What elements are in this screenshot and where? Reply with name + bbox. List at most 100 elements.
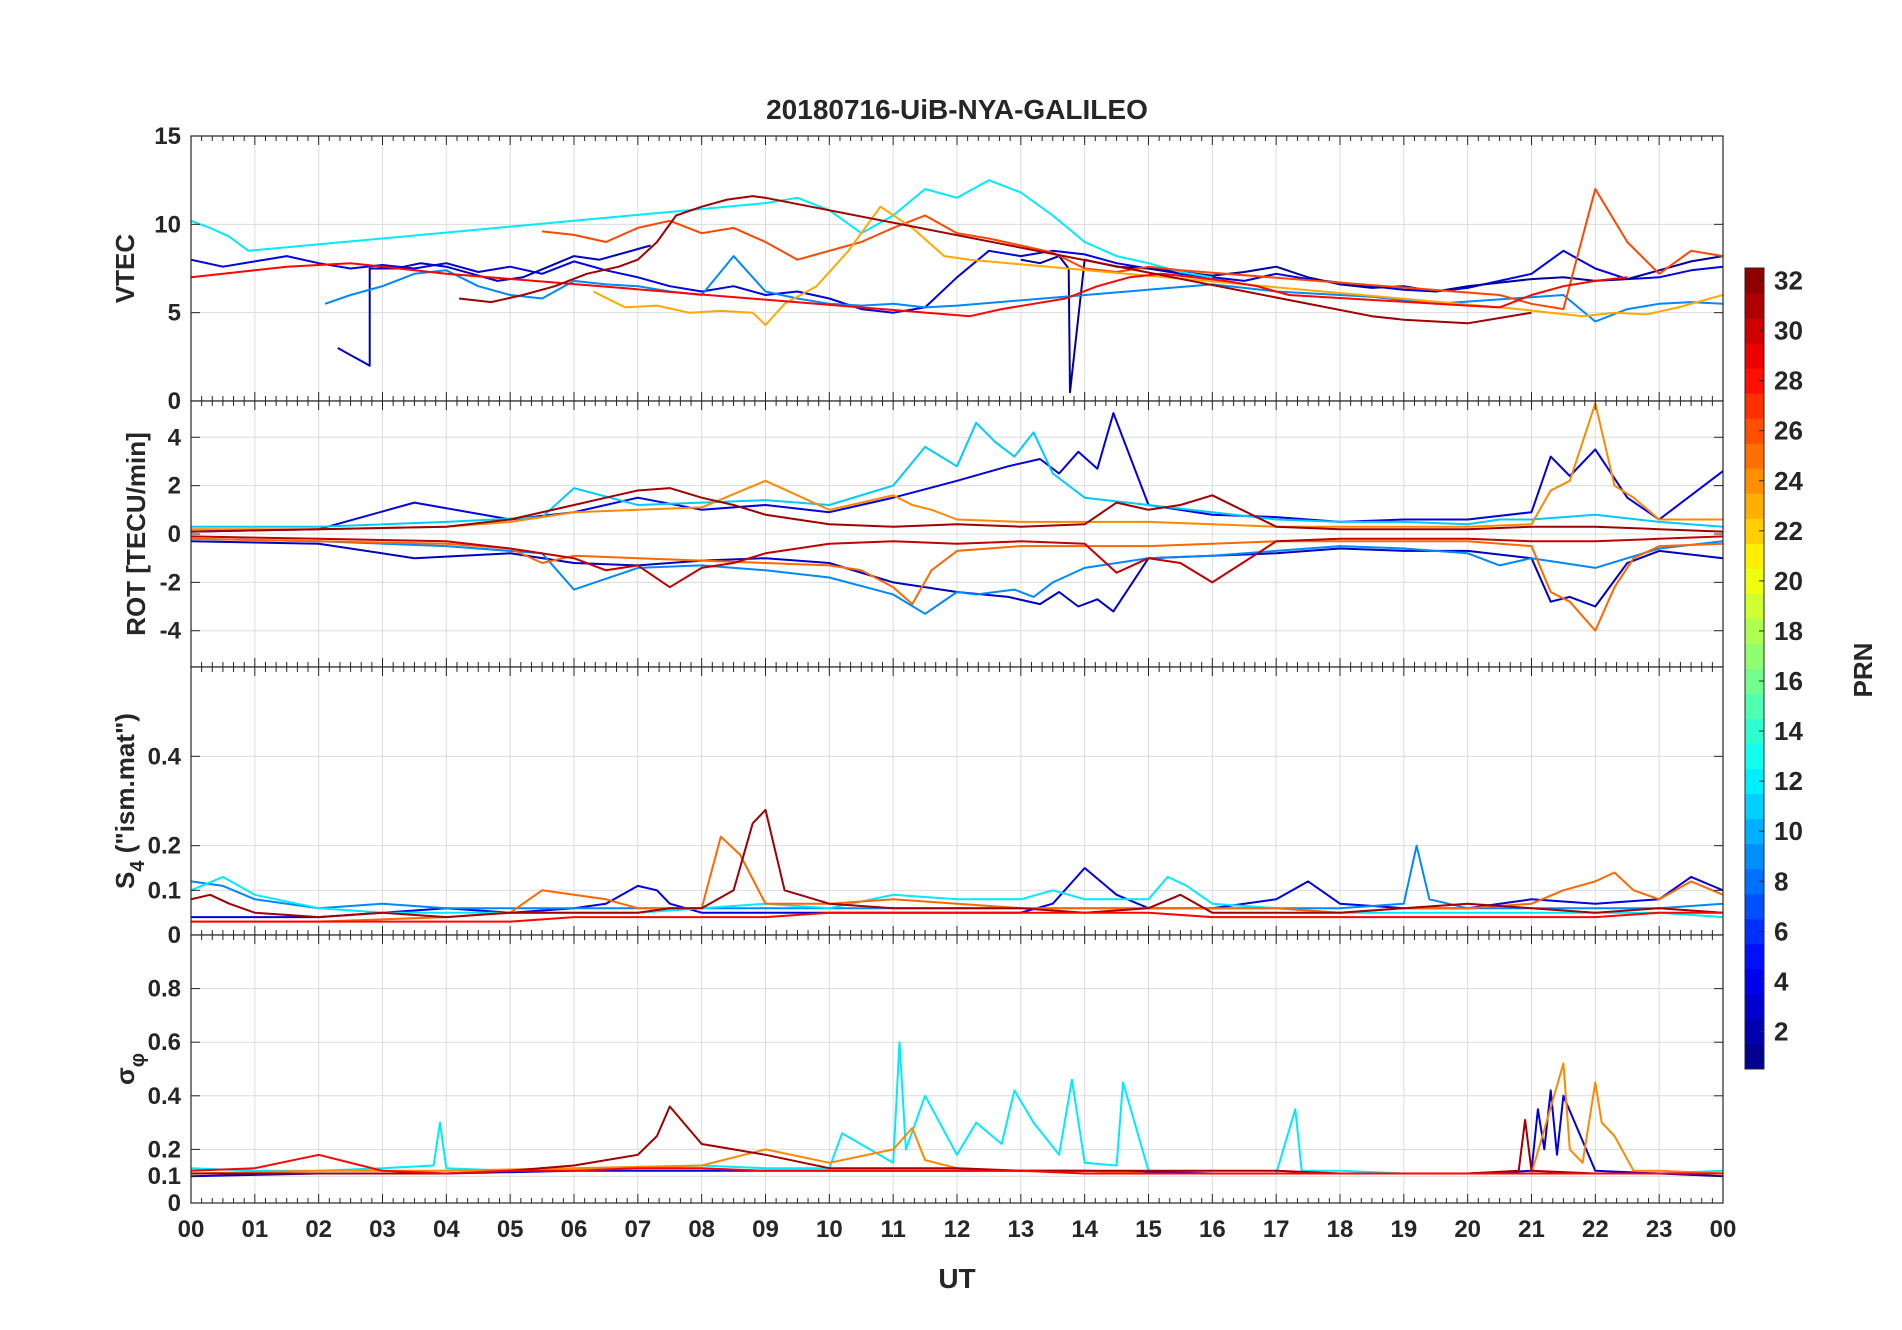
s4-ytick-label: 0.1 [148,877,181,904]
colorbar-label: PRN [1848,643,1878,698]
s4-series-prn-31 [191,808,1723,919]
x-tick-label: 23 [1646,1216,1673,1243]
x-tick-label: 14 [1071,1216,1098,1243]
colorbar-tick-label: 2 [1774,1016,1788,1046]
colorbar-segment [1745,568,1764,594]
colorbar-segment [1745,718,1764,745]
panel-rot: -4 -2 0 2 4 ROT [TECU/min] [121,400,1724,668]
x-tick-label: 00 [1710,1216,1737,1243]
colorbar-segment [1745,993,1764,1020]
x-tick-label: 10 [816,1216,843,1243]
x-tick-label: 04 [433,1216,460,1243]
colorbar-segment [1745,618,1764,644]
x-tick-label: 22 [1582,1216,1609,1243]
colorbar-segment [1745,493,1764,519]
colorbar-segment [1745,943,1764,970]
colorbar-segment [1745,293,1764,319]
vtec-series-prn-31 [458,195,1532,325]
s4-ytick-label: 0.4 [148,743,182,770]
colorbar-segment [1745,918,1764,945]
rot-ytick-label: -4 [160,618,182,645]
vtec-ytick-label: 0 [168,388,181,415]
rot-series-prn-11 [191,421,1723,528]
x-tick-label: 13 [1007,1216,1034,1243]
x-tick-label: 18 [1327,1216,1354,1243]
vtec-ytick-label: 10 [154,211,181,238]
colorbar-segment [1745,318,1764,344]
colorbar-segment [1745,793,1764,820]
sigma-ytick-label: 0.1 [148,1163,181,1190]
colorbar-segment [1745,443,1764,469]
colorbar-tick-label: 20 [1774,566,1803,596]
colorbar-segment [1745,593,1764,619]
colorbar-segment [1745,893,1764,920]
colorbar-tick-label: 10 [1774,816,1803,846]
s4-series-prn-12 [191,875,1723,919]
colorbar-segment [1745,418,1764,444]
rot-series-prn-25 [191,537,1723,632]
x-tick-label: 20 [1454,1216,1481,1243]
x-tick-label: 01 [241,1216,268,1243]
colorbar-segment [1745,843,1764,870]
x-axis-label: UT [938,1263,975,1294]
rot-series-prn-4 [191,412,1723,533]
panel-s4: 0 0.1 0.2 0.4S4 ("ism.mat") [110,666,1724,949]
sigma-ytick-label: 0.6 [148,1029,181,1056]
rot-ytick-label: 0 [168,521,181,548]
x-tick-label: 15 [1135,1216,1162,1243]
vtec-series-prn-9 [324,255,1723,323]
colorbar-tick-label: 14 [1774,716,1803,746]
colorbar-segment [1745,468,1764,494]
x-tick-label: 21 [1518,1216,1545,1243]
rot-series-group [191,402,1723,632]
colorbar-tick-label: 6 [1774,916,1788,946]
colorbar-segment [1745,268,1764,294]
x-tick-label: 08 [688,1216,715,1243]
panel-sigma: 00.10.2 0.4 0.6 0.8 σφ [110,934,1724,1217]
rot-ytick-label: -2 [160,569,181,596]
x-tick-label: 03 [369,1216,396,1243]
x-tick-label: 00 [178,1216,205,1243]
vtec-series-prn-4 [191,249,1723,314]
colorbar-segment [1745,343,1764,369]
rot-series-prn-24 [191,402,1723,531]
rot-series-prn-31 [191,487,1723,533]
x-tick-label: 19 [1390,1216,1417,1243]
s4-ytick-label: 0 [168,922,181,949]
sigma-series-group [191,1041,1723,1178]
x-tick-label: 11 [880,1216,905,1243]
colorbar-tick-label: 22 [1774,516,1803,546]
vtec-series-prn-12 [191,179,1213,279]
rot-y-axis-label: ROT [TECU/min] [121,432,151,636]
colorbar-segment [1745,643,1764,669]
sigma-ytick-label: 0 [168,1190,181,1217]
x-tick-label: 07 [624,1216,651,1243]
x-tick-label: 12 [944,1216,971,1243]
colorbar-frame [1744,267,1765,1070]
sigma-ytick-label: 0.8 [148,976,181,1003]
vtec-y-axis-label: VTEC [110,234,140,304]
colorbar-segment [1745,968,1764,995]
panel-vtec: 0 5 10 15 VTEC [110,123,1724,415]
colorbar-tick-label: 8 [1774,866,1788,896]
colorbar-segment [1745,368,1764,394]
rot-series-prn-9 [191,537,1723,615]
vtec-series-group [191,179,1723,394]
colorbar-tick-label: 16 [1774,666,1803,696]
colorbar-segment [1745,818,1764,845]
vtec-ytick-label: 15 [154,123,181,150]
colorbar-segment [1745,868,1764,895]
s4-series-prn-28 [191,911,1723,923]
vtec-ytick-label: 5 [168,300,181,327]
sigma-y-axis-label: σφ [110,1053,149,1085]
colorbar-segment [1745,393,1764,419]
x-tick-label: 05 [497,1216,524,1243]
rot-series-prn-3 [191,540,1723,613]
colorbar-tick-label: 24 [1774,466,1803,496]
x-tick-label: 17 [1263,1216,1290,1243]
colorbar-segment [1745,518,1764,544]
rot-series-prn-30 [191,535,1723,589]
colorbar-segment [1745,1043,1764,1070]
